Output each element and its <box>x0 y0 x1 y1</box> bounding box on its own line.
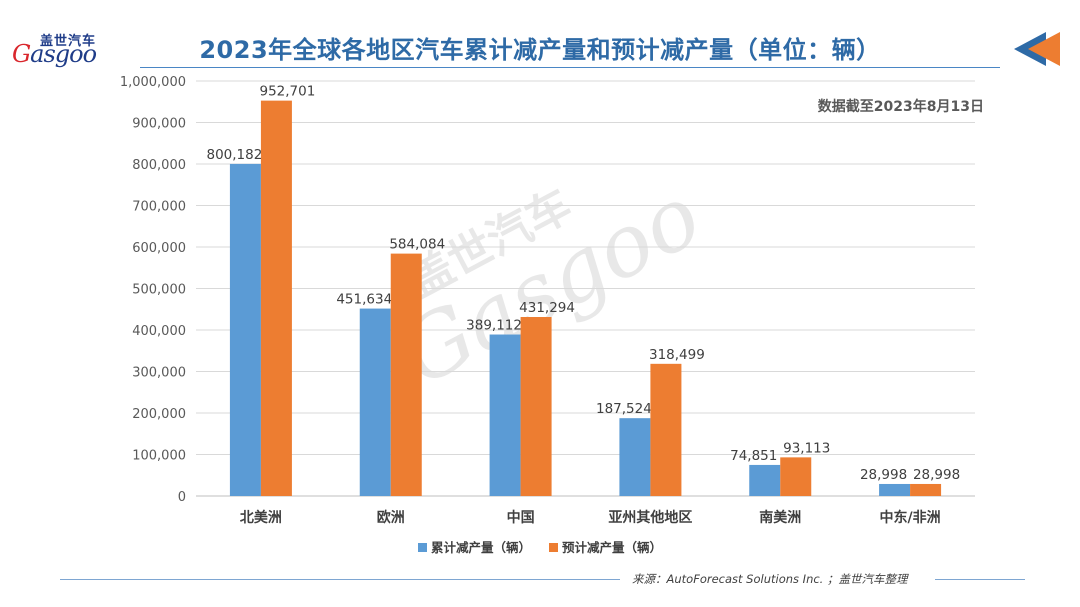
y-tick-label: 900,000 <box>132 117 186 132</box>
bar-projected <box>780 457 812 496</box>
data-label: 952,701 <box>260 84 316 100</box>
gasgoo-logo: 盖世汽车 Gasgoo <box>10 30 120 80</box>
data-label: 74,851 <box>730 448 777 464</box>
bar-projected <box>910 483 942 496</box>
source-note: 来源：AutoForecast Solutions Inc. ；盖世汽车整理 <box>632 572 908 586</box>
y-tick-label: 400,000 <box>132 324 186 339</box>
data-label: 318,499 <box>649 347 705 363</box>
bar-projected <box>650 363 682 496</box>
logo-cn-text: 盖世汽车 <box>40 34 97 49</box>
data-label: 451,634 <box>336 292 392 308</box>
y-tick-label: 700,000 <box>132 200 186 215</box>
bar-cumulative <box>879 483 911 496</box>
legend-label: 累计减产量（辆） <box>431 540 531 555</box>
x-tick-label: 亚州其他地区 <box>608 509 692 526</box>
data-label: 187,524 <box>596 401 652 417</box>
data-label: 800,182 <box>207 147 263 163</box>
y-tick-label: 1,000,000 <box>120 75 186 90</box>
x-tick-label: 北美洲 <box>240 509 282 526</box>
y-tick-label: 0 <box>178 490 186 505</box>
legend-swatch <box>549 543 558 552</box>
x-tick-label: 南美洲 <box>759 509 801 526</box>
data-label: 584,084 <box>389 237 445 253</box>
data-label: 431,294 <box>519 300 575 316</box>
y-tick-label: 800,000 <box>132 158 186 173</box>
y-tick-label: 600,000 <box>132 241 186 256</box>
data-label: 28,998 <box>913 467 960 483</box>
x-tick-label: 中东/非洲 <box>880 509 941 526</box>
legend-swatch <box>418 543 427 552</box>
title-divider <box>140 67 1000 68</box>
y-tick-label: 200,000 <box>132 407 186 422</box>
legend-label: 预计减产量（辆） <box>562 540 662 555</box>
y-tick-label: 500,000 <box>132 283 186 298</box>
x-tick-label: 中国 <box>507 509 535 526</box>
data-date-note: 数据截至2023年8月13日 <box>817 99 984 115</box>
bar-projected <box>390 253 422 496</box>
bar-cumulative <box>229 163 261 496</box>
data-label: 389,112 <box>466 318 522 334</box>
x-tick-label: 欧洲 <box>377 509 405 526</box>
footer-divider-left <box>60 579 620 580</box>
bar-cumulative <box>359 308 391 496</box>
bar-projected <box>260 100 292 496</box>
bar-cumulative <box>619 418 651 496</box>
data-label: 28,998 <box>860 467 907 483</box>
corner-arrow-icon <box>1014 32 1060 66</box>
bar-cumulative <box>489 334 521 496</box>
bar-cumulative <box>749 464 781 496</box>
logo-en-text: Gasgoo <box>12 40 97 68</box>
bar-projected <box>520 317 552 496</box>
page-title: 2023年全球各地区汽车累计减产量和预计减产量（单位：辆） <box>199 36 881 64</box>
data-label: 93,113 <box>783 440 830 456</box>
y-tick-label: 100,000 <box>132 449 186 464</box>
footer-divider-right <box>935 579 1025 580</box>
y-tick-label: 300,000 <box>132 366 186 381</box>
